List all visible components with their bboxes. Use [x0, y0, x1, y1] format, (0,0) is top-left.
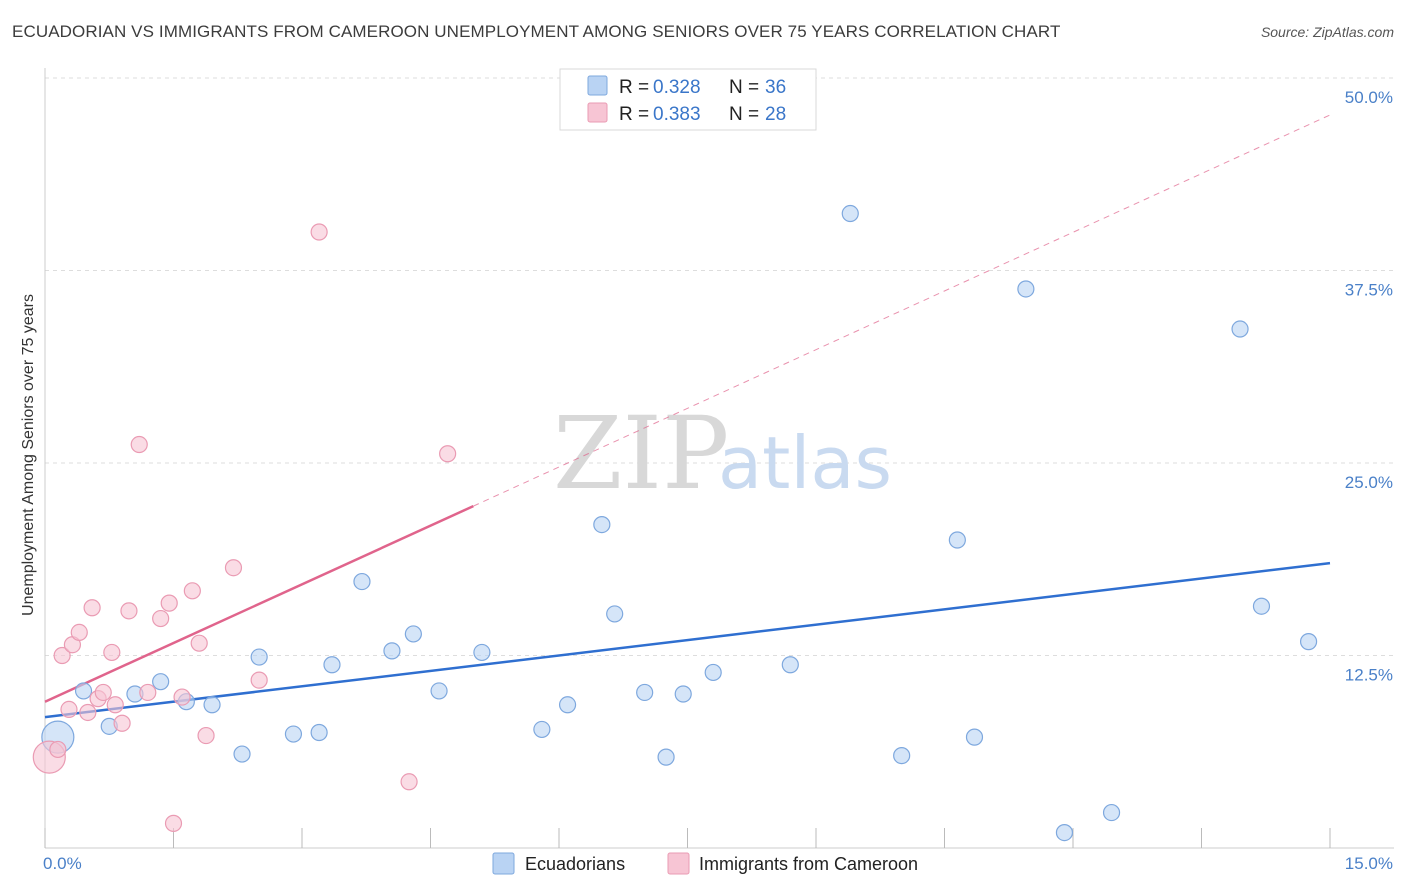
point-cameroon-5 — [70, 623, 88, 642]
point-cameroon-6 — [79, 703, 97, 722]
legend-swatch-ecuadorians — [587, 75, 608, 96]
point-cameroon-21 — [190, 634, 208, 652]
point-cameroon-22 — [197, 726, 215, 745]
axes — [44, 68, 1394, 849]
x-tick-label-0: 0.0% — [43, 854, 82, 873]
point-cameroon-2 — [53, 646, 71, 665]
point-cameroon-26 — [400, 773, 418, 791]
point-ecuadorians-21 — [636, 683, 654, 702]
trendline-cameroon — [44, 504, 474, 703]
source-credit: Source: ZipAtlas.com — [1260, 24, 1394, 40]
legend-n-label-1: N = — [729, 77, 759, 98]
grid-lines — [45, 77, 1394, 656]
point-ecuadorians-11 — [323, 656, 341, 674]
point-cameroon-14 — [130, 435, 148, 454]
legend-r-value-1: 0.328 — [653, 77, 701, 98]
bottom-legend-label-ecuadorians: Ecuadorians — [525, 854, 625, 874]
legend-r-label-2: R = — [619, 104, 649, 125]
trend-lines — [44, 114, 1331, 719]
point-cameroon-12 — [113, 714, 131, 732]
point-ecuadorians-18 — [558, 696, 577, 714]
x-tick-label-1: 15.0% — [1345, 854, 1393, 873]
point-ecuadorians-27 — [893, 746, 911, 765]
y-tick-label-0: 12.5% — [1345, 666, 1393, 685]
legend-swatch-cameroon — [587, 102, 608, 123]
point-ecuadorians-32 — [1102, 803, 1121, 822]
y-tick-label-2: 37.5% — [1345, 281, 1393, 300]
trendline-extension-cameroon — [473, 114, 1331, 507]
point-ecuadorians-19 — [593, 515, 611, 534]
point-cameroon-19 — [173, 688, 191, 706]
point-ecuadorians-24 — [704, 663, 722, 682]
watermark-zip: ZIP — [553, 395, 729, 512]
y-tick-label-1: 25.0% — [1345, 473, 1393, 492]
point-ecuadorians-29 — [965, 728, 984, 746]
point-ecuadorians-34 — [1252, 597, 1271, 615]
point-ecuadorians-4 — [152, 673, 170, 691]
point-cameroon-25 — [310, 223, 328, 241]
watermark-atlas: atlas — [718, 421, 892, 505]
legend-n-value-2: 28 — [765, 104, 786, 125]
point-ecuadorians-6 — [203, 696, 221, 714]
point-ecuadorians-17 — [533, 720, 551, 739]
bottom-legend-label-cameroon: Immigrants from Cameroon — [699, 854, 918, 874]
point-cameroon-20 — [183, 582, 201, 600]
point-ecuadorians-28 — [948, 531, 966, 549]
point-ecuadorians-23 — [674, 685, 692, 703]
point-cameroon-7 — [83, 599, 101, 617]
point-ecuadorians-30 — [1017, 280, 1035, 298]
point-ecuadorians-9 — [284, 725, 303, 743]
point-ecuadorians-25 — [781, 656, 799, 674]
point-cameroon-13 — [120, 602, 138, 620]
legend-r-value-2: 0.383 — [653, 104, 701, 125]
y-axis-label: Unemployment Among Seniors over 75 years — [20, 294, 37, 616]
bottom-legend-swatch-ecuadorians — [492, 852, 515, 875]
y-tick-label-3: 50.0% — [1345, 88, 1393, 107]
point-cameroon-17 — [160, 594, 178, 612]
point-ecuadorians-31 — [1055, 823, 1074, 842]
point-cameroon-11 — [106, 696, 124, 714]
series-legend: Ecuadorians Immigrants from Cameroon — [492, 852, 918, 875]
data-points — [32, 204, 1318, 842]
point-ecuadorians-13 — [383, 642, 401, 660]
point-ecuadorians-15 — [430, 682, 448, 700]
point-ecuadorians-14 — [404, 625, 422, 643]
point-cameroon-1 — [49, 740, 67, 759]
point-cameroon-16 — [152, 609, 170, 628]
point-cameroon-9 — [94, 683, 112, 702]
point-ecuadorians-26 — [841, 204, 859, 223]
bottom-legend-swatch-cameroon — [667, 852, 690, 875]
point-ecuadorians-10 — [310, 723, 328, 742]
trendline-ecuadorians — [44, 561, 1331, 719]
point-ecuadorians-35 — [1299, 633, 1318, 651]
chart-title: ECUADORIAN VS IMMIGRANTS FROM CAMEROON U… — [12, 22, 1061, 41]
point-cameroon-18 — [164, 814, 183, 832]
point-ecuadorians-8 — [250, 648, 268, 666]
point-ecuadorians-12 — [353, 572, 371, 591]
legend-n-value-1: 36 — [765, 77, 786, 98]
y-tick-labels: 12.5% 25.0% 37.5% 50.0% — [1345, 88, 1393, 685]
point-ecuadorians-16 — [473, 643, 491, 662]
x-tick-labels: 0.0% 15.0% — [43, 854, 1393, 873]
point-cameroon-23 — [224, 559, 243, 577]
point-ecuadorians-20 — [606, 605, 624, 623]
point-cameroon-15 — [139, 683, 157, 702]
point-cameroon-27 — [439, 445, 457, 463]
point-ecuadorians-22 — [657, 748, 675, 766]
correlation-legend: R = 0.328 N = 36 R = 0.383 N = 28 — [559, 68, 817, 131]
point-ecuadorians-33 — [1231, 320, 1249, 338]
point-cameroon-24 — [250, 671, 268, 689]
point-cameroon-3 — [60, 700, 78, 719]
point-ecuadorians-7 — [233, 745, 251, 763]
legend-n-label-2: N = — [729, 104, 759, 125]
point-cameroon-10 — [103, 643, 121, 662]
point-ecuadorians-1 — [74, 682, 93, 700]
legend-r-label-1: R = — [619, 77, 649, 98]
